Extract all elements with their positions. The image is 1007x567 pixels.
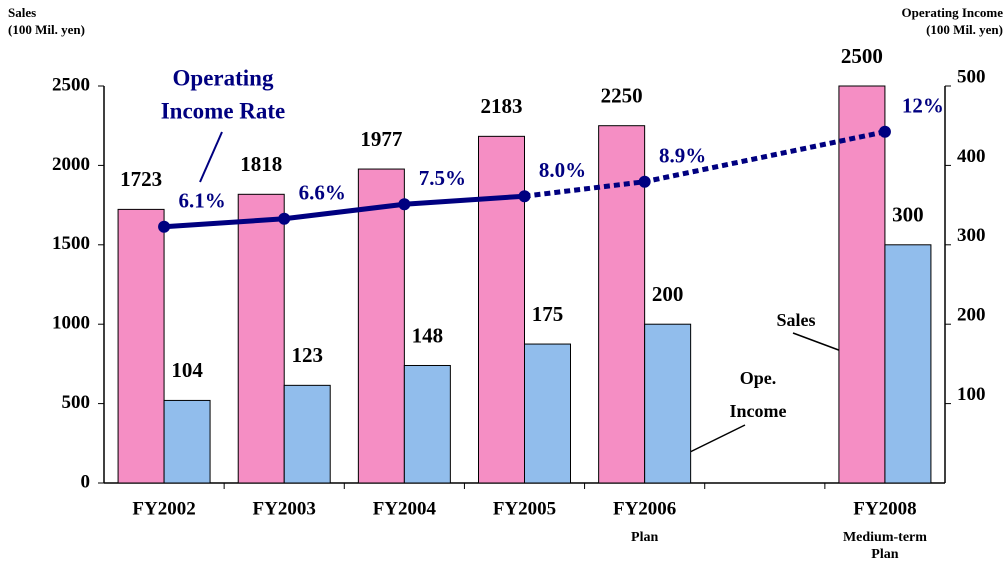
y2-tick-label: 400 — [957, 146, 986, 167]
x-tick-label: FY2005 — [493, 498, 556, 519]
x-tick-label: FY2004 — [373, 498, 437, 519]
y-tick-label: 2500 — [52, 74, 90, 95]
y-tick-label: 1000 — [52, 313, 90, 334]
bar — [237, 193, 285, 484]
value-label: 1977 — [360, 127, 402, 151]
rate-point — [398, 198, 411, 211]
y-tick-label: 1500 — [52, 233, 90, 254]
rate-leader — [199, 131, 223, 183]
rate-point — [278, 212, 291, 225]
rate-line — [163, 193, 525, 230]
income-leader — [687, 424, 746, 454]
bar — [163, 399, 211, 484]
rate-point — [518, 190, 531, 203]
annotation: Operating — [173, 65, 274, 90]
y-tick-label: 2000 — [52, 154, 90, 175]
value-label: 123 — [291, 343, 323, 367]
y2-title: (100 Mil. yen) — [926, 22, 1003, 37]
rate-point — [158, 220, 171, 233]
rate-point — [638, 175, 651, 188]
category-note: Medium-term — [843, 530, 927, 545]
bar — [884, 244, 932, 484]
value-label: 2500 — [841, 44, 883, 68]
bar — [117, 208, 165, 484]
y-tick-label: 500 — [62, 392, 91, 413]
annotation: Ope. — [740, 368, 777, 388]
y2-tick-label: 100 — [957, 384, 986, 405]
rate-label: 12% — [902, 94, 944, 118]
rate-label: 6.1% — [178, 189, 225, 213]
bar — [357, 168, 405, 484]
y-title: Sales — [8, 5, 36, 20]
value-label: 2183 — [481, 94, 523, 118]
value-label: 2250 — [601, 84, 643, 108]
bar — [644, 323, 692, 484]
rate-label: 8.0% — [539, 158, 586, 182]
value-label: 300 — [892, 203, 924, 227]
value-label: 200 — [652, 282, 684, 306]
y2-tick-label: 300 — [957, 225, 986, 246]
annotation: Income — [730, 401, 787, 421]
y2-title: Operating Income — [902, 5, 1004, 20]
y2-tick-label: 200 — [957, 305, 986, 326]
value-label: 1818 — [240, 152, 282, 176]
bar — [598, 125, 646, 484]
value-label: 104 — [171, 358, 203, 382]
rate-label: 8.9% — [659, 144, 706, 168]
value-label: 175 — [532, 302, 564, 326]
bar — [524, 343, 571, 484]
rate-point — [878, 125, 891, 138]
bar — [403, 364, 451, 484]
x-tick-label: FY2006 — [613, 498, 676, 519]
value-label: 148 — [412, 323, 444, 347]
x-tick-label: FY2003 — [253, 498, 316, 519]
annotation: Income Rate — [161, 98, 286, 123]
rate-label: 7.5% — [419, 166, 466, 190]
x-tick-label: FY2008 — [853, 498, 916, 519]
bar — [478, 135, 525, 484]
category-note: Plan — [871, 547, 898, 562]
rate-label: 6.6% — [299, 181, 346, 205]
bar — [283, 384, 331, 484]
y-title: (100 Mil. yen) — [8, 22, 85, 37]
bar — [838, 85, 886, 484]
y2-tick-label: 500 — [957, 66, 986, 87]
annotation: Sales — [776, 310, 815, 330]
y-tick-label: 0 — [81, 471, 91, 492]
value-label: 1723 — [120, 167, 162, 191]
x-tick-label: FY2002 — [132, 498, 195, 519]
category-note: Plan — [631, 530, 658, 545]
